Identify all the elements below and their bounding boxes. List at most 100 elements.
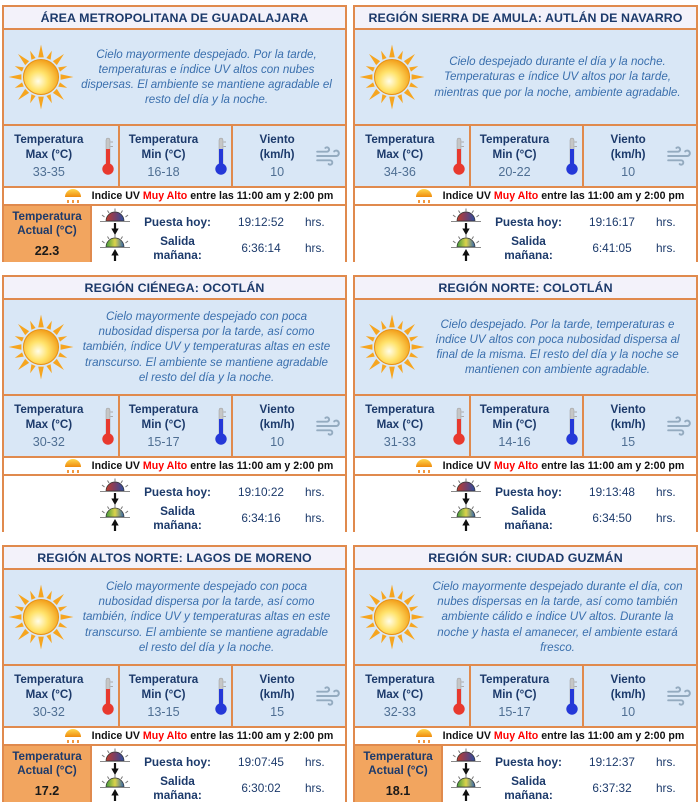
forecast-body: Cielo mayormente despejado con poca nubo… [4,570,345,664]
sunrise-time: 6:41:05 [592,241,632,255]
temp-min-label: Temperatura Min (°C) [479,133,550,161]
sun-icon [4,584,78,650]
sunrise-row: Salida mañana: 6:41:05 hrs. [443,234,696,262]
panel-title-bar: REGIÓN SUR: CIUDAD GUZMÁN [355,547,696,570]
region-title: REGIÓN SUR: CIUDAD GUZMÁN [428,550,623,565]
temp-max-label: Temperatura Max (°C) [365,673,435,701]
temp-min-cell: Temperatura Min (°C) 20-22 [468,126,583,186]
temp-max-value: 34-36 [383,164,416,179]
sunset-label: Puesta hoy: [495,485,562,499]
uv-sun-icon [62,188,84,204]
current-temp-label: Temperatura Actual (°C) [12,209,82,237]
sunset-label: Puesta hoy: [495,215,562,229]
current-temp-cell: Temperatura Actual (°C) 18.1 [355,746,443,802]
uv-sun-icon [62,728,84,744]
wind-label: Viento (km/h) [259,403,295,431]
uv-sun-icon [413,728,435,744]
temp-min-label: Temperatura Min (°C) [479,403,550,431]
sunset-icon [92,208,138,236]
thermometer-min-icon [214,136,228,176]
temp-max-cell: Temperatura Max (°C) 30-32 [4,396,118,456]
temp-min-value: 15-17 [498,704,531,719]
sunset-time: 19:10:22 [238,485,284,499]
sun-times-section: Temperatura Actual (°C) 22.3 [4,206,345,262]
uv-text: Indice UV Muy Alto entre las 11:00 am y … [84,460,345,472]
temperature-table: Temperatura Max (°C) 30-32 Temperatura Min… [4,664,345,726]
sunset-time: 19:07:45 [238,755,284,769]
temp-min-cell: Temperatura Min (°C) 15-17 [117,396,232,456]
sunset-hours-unit: hrs. [656,755,676,769]
sunset-row: Puesta hoy: 19:13:48 hrs. [443,478,696,505]
current-temp-label: Temperatura Actual (°C) [12,749,82,777]
temp-min-label: Temperatura Min (°C) [479,673,550,701]
region-forecast-panel: ÁREA METROPOLITANA DE GUADALAJARA [2,5,347,262]
current-temp-value: 22.3 [34,244,60,259]
region-title: REGIÓN SIERRA DE AMULA: AUTLÁN DE NAVARR… [368,10,683,25]
current-temp-cell: Temperatura Actual (°C) 17.2 [4,746,92,802]
temp-min-label: Temperatura Min (°C) [128,403,199,431]
sunrise-label: Salida mañana: [504,504,553,532]
sunset-row: Puesta hoy: 19:12:37 hrs. [443,748,696,775]
forecast-body: Cielo mayormente despejado con poca nubo… [4,300,345,394]
temp-min-cell: Temperatura Min (°C) 14-16 [468,396,583,456]
sunrise-hours-unit: hrs. [305,241,325,255]
wind-cell: Viento (km/h) 15 [582,396,696,456]
sunrise-label: Salida mañana: [504,234,553,262]
sunrise-hours-unit: hrs. [656,511,676,525]
uv-index-bar: Indice UV Muy Alto entre las 11:00 am y … [355,726,696,746]
temperature-table: Temperatura Max (°C) 32-33 Temperatura Min… [355,664,696,726]
thermometer-max-icon [452,136,466,176]
temperature-table: Temperatura Max (°C) 30-32 Temperatura Min… [4,394,345,456]
current-temp-label: Temperatura Actual (°C) [363,749,433,777]
sunrise-row: Salida mañana: 6:36:14 hrs. [92,234,345,262]
region-title: ÁREA METROPOLITANA DE GUADALAJARA [40,10,309,25]
uv-prefix: Indice UV [442,730,491,742]
temp-min-cell: Temperatura Min (°C) 15-17 [468,666,583,726]
sunset-row: Puesta hoy: 19:16:17 hrs. [443,208,696,236]
sun-times: Puesta hoy: 19:13:48 hrs. [443,476,696,532]
sunrise-time: 6:36:14 [241,241,281,255]
sunset-time: 19:12:52 [238,215,284,229]
uv-prefix: Indice UV [91,730,140,742]
sunrise-time: 6:37:32 [592,781,632,795]
sunset-time: 19:12:37 [589,755,635,769]
region-title: REGIÓN NORTE: COLOTLÁN [438,280,613,295]
temp-max-cell: Temperatura Max (°C) 30-32 [4,666,118,726]
sunset-label: Puesta hoy: [144,755,211,769]
forecast-body: Cielo mayormente despejado. Por la tarde… [4,30,345,124]
temp-max-label: Temperatura Max (°C) [14,133,84,161]
forecast-body: Cielo mayormente despejado durante el dí… [355,570,696,664]
wind-label: Viento (km/h) [610,133,646,161]
current-temp-cell: Temperatura Actual (°C) 22.3 [4,206,92,262]
uv-text: Indice UV Muy Alto entre las 11:00 am y … [435,190,696,202]
wind-icon [664,143,694,169]
sunset-hours-unit: hrs. [305,485,325,499]
thermometer-min-icon [214,406,228,446]
sun-times: Puesta hoy: 19:16:17 hrs. [443,206,696,262]
uv-prefix: Indice UV [91,190,140,202]
uv-text: Indice UV Muy Alto entre las 11:00 am y … [84,190,345,202]
uv-index-bar: Indice UV Muy Alto entre las 11:00 am y … [4,726,345,746]
uv-prefix: Indice UV [442,190,491,202]
temp-max-label: Temperatura Max (°C) [14,673,84,701]
wind-label: Viento (km/h) [610,403,646,431]
forecast-body: Cielo despejado. Por la tarde, temperatu… [355,300,696,394]
sunset-row: Puesta hoy: 19:10:22 hrs. [92,478,345,506]
temp-max-cell: Temperatura Max (°C) 31-33 [355,396,469,456]
thermometer-max-icon [101,676,115,716]
wind-cell: Viento (km/h) 10 [231,126,345,186]
uv-level: Muy Alto [493,460,539,472]
sunset-icon [443,208,489,236]
sunset-icon [92,478,138,506]
sunrise-time: 6:34:16 [241,511,281,525]
temp-max-value: 30-32 [32,704,65,719]
temp-max-cell: Temperatura Max (°C) 33-35 [4,126,118,186]
temp-max-value: 32-33 [383,704,416,719]
region-forecast-panel: REGIÓN CIÉNEGA: OCOTLÁN [2,275,347,532]
wind-label: Viento (km/h) [259,673,295,701]
sunrise-label: Salida mañana: [153,234,202,262]
thermometer-min-icon [565,406,579,446]
sunrise-hours-unit: hrs. [656,241,676,255]
temp-max-value: 31-33 [383,434,416,449]
sunrise-row: Salida mañana: 6:37:32 hrs. [443,774,696,802]
